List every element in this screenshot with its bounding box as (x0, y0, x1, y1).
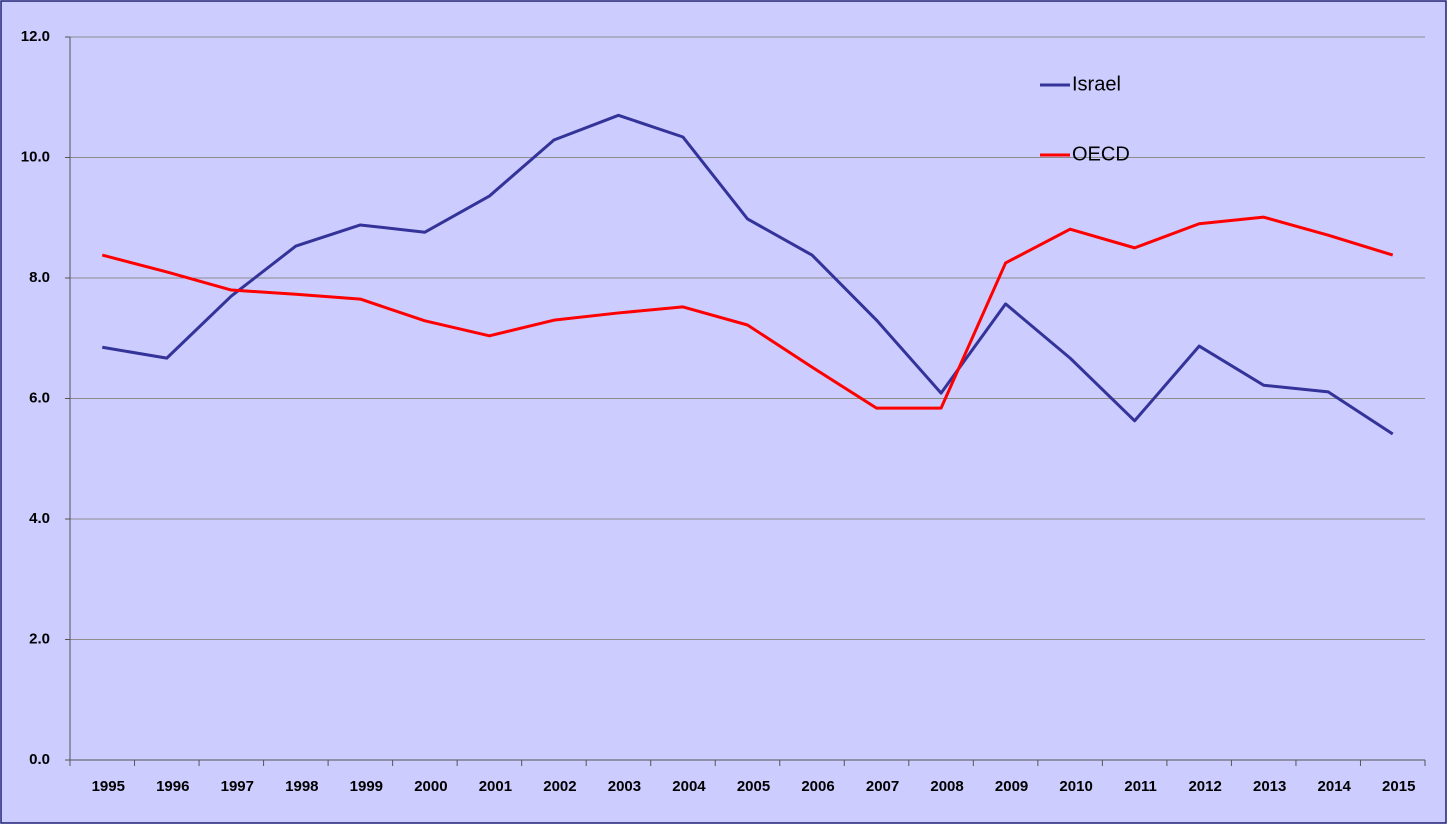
x-tick-label: 2013 (1253, 778, 1286, 795)
x-tick-label: 2004 (672, 778, 706, 795)
x-tick-label: 2015 (1382, 778, 1415, 795)
y-tick-label: 10.0 (21, 148, 50, 165)
x-tick-label: 1998 (285, 778, 318, 795)
x-tick-label: 2007 (866, 778, 899, 795)
x-tick-label: 2009 (995, 778, 1028, 795)
x-tick-label: 2010 (1059, 778, 1092, 795)
x-tick-label: 1996 (156, 778, 189, 795)
x-tick-label: 2014 (1318, 778, 1352, 795)
x-tick-label: 1997 (221, 778, 254, 795)
y-tick-label: 4.0 (29, 510, 50, 527)
x-tick-label: 2006 (801, 778, 834, 795)
x-tick-label: 2000 (414, 778, 447, 795)
x-tick-label: 2002 (543, 778, 576, 795)
y-tick-label: 6.0 (29, 389, 50, 406)
legend-label: OECD (1072, 143, 1130, 165)
x-tick-label: 2005 (737, 778, 770, 795)
series-line (102, 113, 1394, 436)
x-tick-label: 2003 (608, 778, 641, 795)
x-tick-label: 2008 (930, 778, 963, 795)
y-tick-label: 0.0 (29, 751, 50, 768)
x-tick-label: 2001 (479, 778, 512, 795)
y-tick-label: 8.0 (29, 269, 50, 286)
legend-label: Israel (1072, 73, 1121, 95)
x-tick-label: 1999 (350, 778, 383, 795)
x-tick-label: 1995 (92, 778, 125, 795)
series-line (101, 215, 1394, 410)
y-tick-label: 12.0 (21, 28, 50, 45)
x-tick-label: 2011 (1124, 778, 1157, 795)
x-tick-label: 2012 (1188, 778, 1221, 795)
y-tick-label: 2.0 (29, 630, 50, 647)
